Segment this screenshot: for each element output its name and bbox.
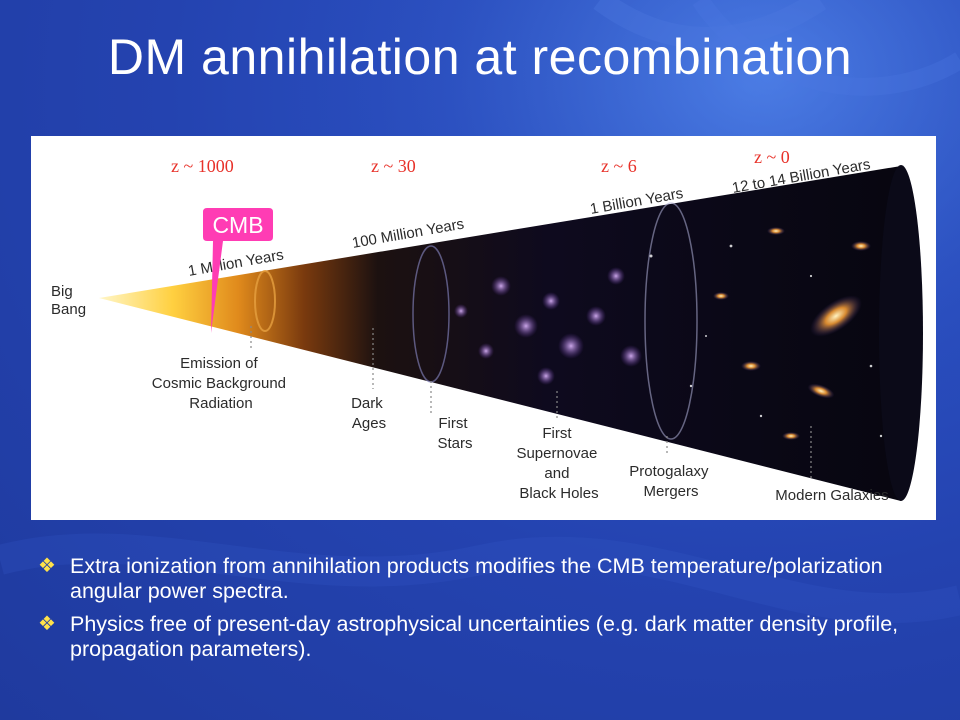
- bullet-item: ❖ Extra ionization from annihilation pro…: [38, 554, 918, 604]
- big-bang-label: Big Bang: [51, 283, 86, 318]
- bullet-item: ❖ Physics free of present-day astrophysi…: [38, 612, 918, 662]
- epoch-label-first-supernovae: First Supernovae and Black Holes: [516, 425, 601, 502]
- cmb-callout: CMB: [203, 208, 273, 333]
- epoch-label-protogalaxy: Protogalaxy Mergers: [629, 463, 712, 500]
- redshift-label-1000: z ~ 1000: [171, 156, 234, 176]
- epoch-label-cmb-emission: Emission of Cosmic Background Radiation: [152, 355, 290, 412]
- diamond-bullet-icon: ❖: [38, 613, 56, 635]
- redshift-label-0: z ~ 0: [754, 147, 790, 167]
- redshift-label-6: z ~ 6: [601, 156, 637, 176]
- timeline-illustration: 1 Million Years 100 Million Years 1 Bill…: [51, 147, 923, 504]
- slide-title: DM annihilation at recombination: [107, 29, 853, 85]
- cosmic-web: [454, 267, 642, 385]
- protogalaxy-ring: [644, 202, 698, 440]
- recombination-ring: [254, 270, 276, 332]
- universe-timeline-figure: 1 Million Years 100 Million Years 1 Bill…: [31, 136, 936, 520]
- bullet-text: Physics free of present-day astrophysica…: [70, 612, 899, 661]
- epoch-label-dark-ages: Dark Ages: [351, 395, 387, 432]
- epoch-label-modern-galaxies: Modern Galaxies: [775, 487, 888, 504]
- diamond-bullet-icon: ❖: [38, 555, 56, 577]
- epoch-label-first-stars: First Stars: [437, 415, 472, 452]
- bullet-list: ❖ Extra ionization from annihilation pro…: [38, 554, 918, 670]
- leader-lines: [250, 326, 812, 481]
- stars: [649, 244, 883, 438]
- redshift-label-30: z ~ 30: [371, 156, 416, 176]
- modern-galaxies: [713, 227, 871, 440]
- bullet-text: Extra ionization from annihilation produ…: [70, 554, 883, 603]
- universe-cone: [99, 166, 919, 501]
- cmb-callout-text: CMB: [212, 212, 263, 238]
